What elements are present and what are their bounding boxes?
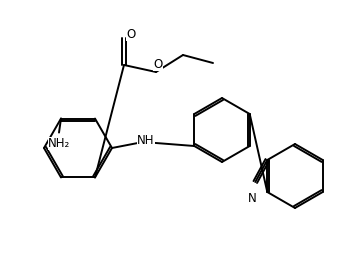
Text: N: N (248, 192, 257, 205)
Text: NH: NH (137, 133, 155, 147)
Text: NH₂: NH₂ (48, 136, 70, 150)
Text: O: O (126, 28, 136, 41)
Text: O: O (153, 58, 162, 71)
